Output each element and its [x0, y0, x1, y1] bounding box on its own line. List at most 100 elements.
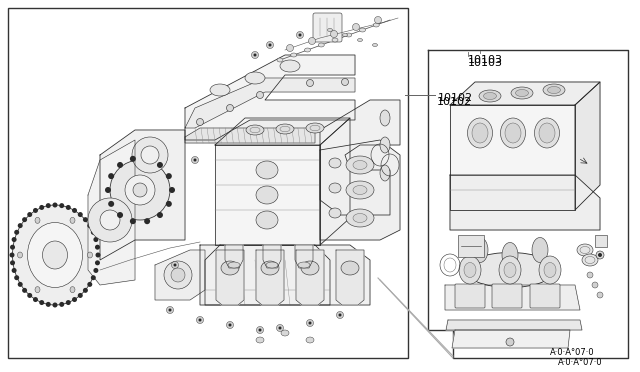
Circle shape: [278, 327, 282, 330]
Circle shape: [72, 297, 77, 302]
Circle shape: [193, 158, 196, 161]
Polygon shape: [155, 250, 205, 300]
Ellipse shape: [539, 256, 561, 284]
Circle shape: [172, 262, 179, 269]
Circle shape: [87, 223, 92, 228]
Circle shape: [191, 157, 198, 164]
Ellipse shape: [210, 84, 230, 96]
Ellipse shape: [245, 72, 265, 84]
Circle shape: [196, 317, 204, 324]
Ellipse shape: [459, 256, 481, 284]
Ellipse shape: [332, 38, 338, 42]
Ellipse shape: [70, 217, 75, 223]
Circle shape: [308, 321, 312, 324]
Ellipse shape: [280, 60, 300, 72]
Ellipse shape: [256, 337, 264, 343]
Ellipse shape: [301, 261, 319, 275]
Polygon shape: [88, 140, 135, 285]
Ellipse shape: [547, 87, 561, 93]
Ellipse shape: [464, 263, 476, 278]
Circle shape: [168, 308, 172, 311]
Circle shape: [337, 311, 344, 318]
Ellipse shape: [329, 208, 341, 218]
Polygon shape: [263, 245, 281, 268]
Ellipse shape: [221, 261, 239, 275]
Circle shape: [587, 272, 593, 278]
Ellipse shape: [534, 118, 559, 148]
Circle shape: [269, 44, 271, 46]
Circle shape: [125, 175, 155, 205]
Circle shape: [506, 338, 514, 346]
Ellipse shape: [504, 263, 516, 278]
Ellipse shape: [256, 161, 278, 179]
FancyBboxPatch shape: [492, 284, 522, 308]
Ellipse shape: [465, 253, 555, 288]
Circle shape: [91, 230, 96, 235]
Circle shape: [287, 45, 294, 51]
Polygon shape: [446, 320, 582, 330]
Circle shape: [22, 217, 27, 222]
Ellipse shape: [380, 165, 390, 181]
Circle shape: [52, 202, 58, 208]
Text: 10103: 10103: [468, 55, 503, 65]
Circle shape: [157, 212, 163, 218]
Circle shape: [171, 268, 185, 282]
Polygon shape: [185, 55, 355, 140]
Circle shape: [144, 156, 150, 162]
Circle shape: [14, 275, 19, 280]
Circle shape: [10, 245, 15, 250]
Polygon shape: [450, 105, 575, 210]
Circle shape: [342, 78, 349, 86]
Ellipse shape: [539, 123, 555, 143]
Circle shape: [227, 321, 234, 328]
Circle shape: [95, 245, 100, 250]
Text: A·0·A°07·0: A·0·A°07·0: [557, 358, 602, 367]
Circle shape: [144, 218, 150, 224]
Ellipse shape: [256, 186, 278, 204]
Ellipse shape: [346, 33, 352, 37]
Polygon shape: [320, 140, 400, 240]
Ellipse shape: [511, 87, 533, 99]
Ellipse shape: [353, 186, 367, 195]
Circle shape: [108, 201, 114, 207]
Circle shape: [28, 212, 32, 217]
Circle shape: [12, 268, 17, 273]
Circle shape: [166, 307, 173, 314]
Ellipse shape: [277, 58, 283, 62]
Ellipse shape: [543, 84, 565, 96]
Ellipse shape: [13, 205, 97, 305]
Circle shape: [308, 38, 316, 45]
Bar: [458, 235, 484, 257]
Ellipse shape: [373, 23, 380, 27]
Ellipse shape: [342, 33, 348, 36]
Polygon shape: [100, 130, 185, 260]
Polygon shape: [575, 82, 600, 210]
Polygon shape: [205, 245, 330, 305]
Ellipse shape: [358, 38, 362, 42]
Circle shape: [10, 253, 15, 257]
Polygon shape: [445, 285, 580, 310]
Ellipse shape: [479, 90, 501, 102]
Ellipse shape: [582, 254, 598, 266]
Circle shape: [22, 288, 27, 293]
Circle shape: [598, 253, 602, 257]
Circle shape: [66, 205, 71, 210]
Circle shape: [164, 261, 192, 289]
Circle shape: [18, 282, 22, 287]
Circle shape: [166, 201, 172, 207]
Ellipse shape: [502, 243, 518, 267]
Circle shape: [91, 275, 96, 280]
Circle shape: [353, 23, 360, 31]
Ellipse shape: [298, 262, 310, 268]
Circle shape: [133, 183, 147, 197]
Circle shape: [93, 237, 99, 242]
Circle shape: [83, 288, 88, 293]
Ellipse shape: [483, 93, 497, 99]
Ellipse shape: [88, 252, 93, 258]
Circle shape: [307, 320, 314, 327]
Circle shape: [130, 156, 136, 162]
Circle shape: [117, 162, 123, 168]
FancyBboxPatch shape: [313, 13, 342, 42]
Circle shape: [169, 187, 175, 193]
Circle shape: [257, 327, 264, 334]
